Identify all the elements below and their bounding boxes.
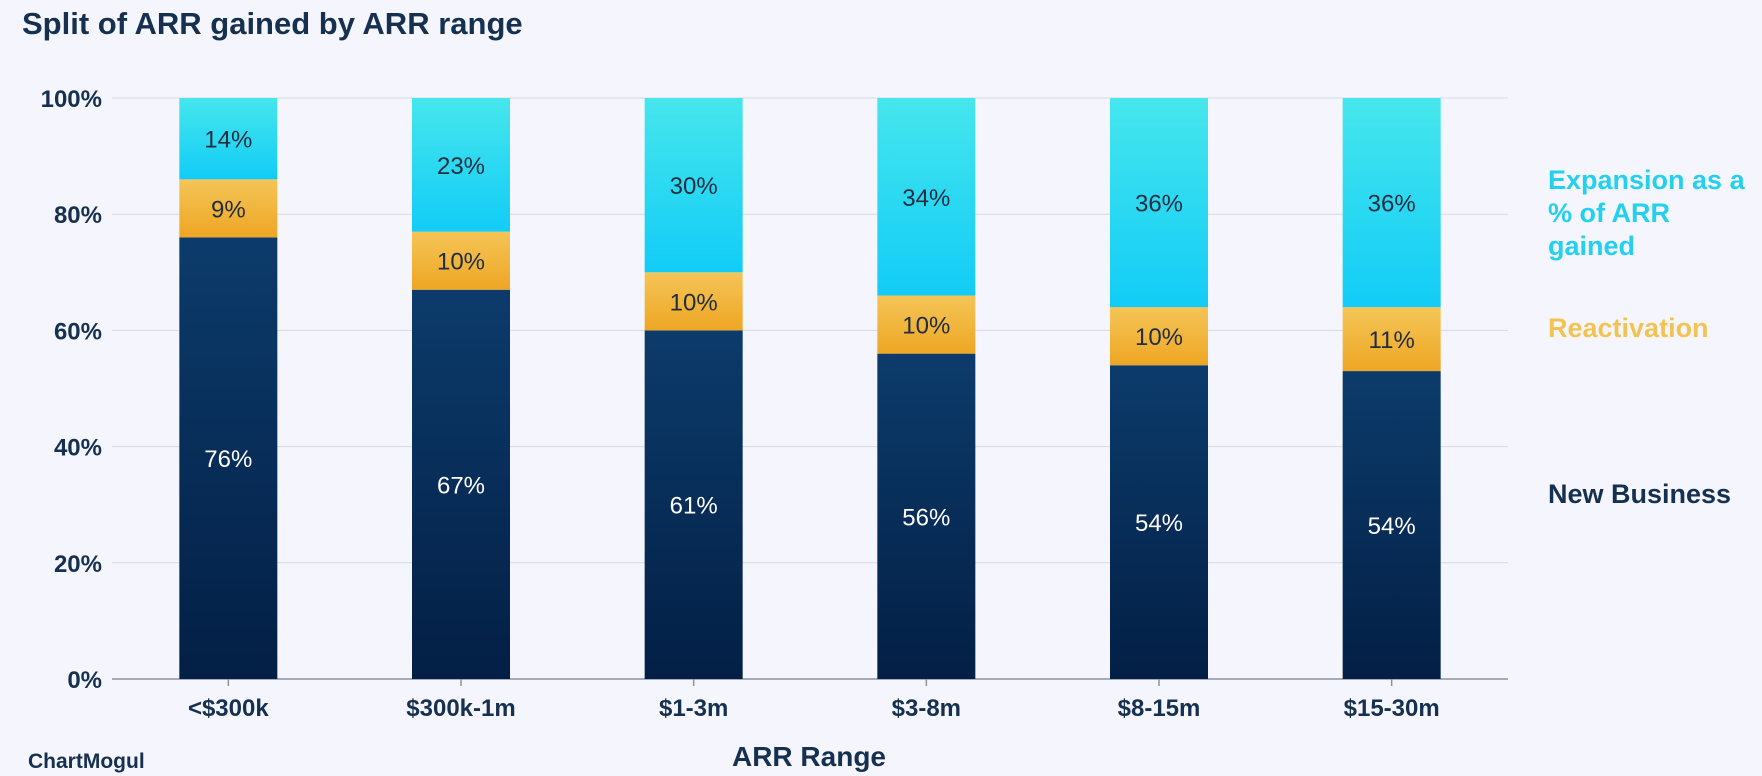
bar-segment-new-business [412,289,510,679]
legend-new-business: New Business [1548,479,1732,509]
x-tick-label: $1-3m [659,695,728,722]
bar-segment-reactivation [1110,307,1208,366]
chart-title: Split of ARR gained by ARR range [22,6,523,41]
x-tick-label: $8-15m [1118,695,1201,722]
data-label: 67% [437,472,485,499]
bar-segment-new-business [1110,365,1208,679]
data-label: 23% [437,153,485,180]
y-axis: 0% 20% 40% 60% 80% 100% [41,86,102,694]
x-tick-label: $3-8m [892,695,961,722]
y-tick-label: 80% [54,202,102,229]
bar-segment-new-business [179,237,278,679]
x-axis: <$300k $300k-1m $1-3m $3-8m $8-15m $15-30m [188,679,1440,722]
bar-segment-reactivation [179,179,278,238]
data-label: 11% [1369,327,1415,354]
data-label: 54% [1368,513,1416,540]
y-tick-label: 20% [54,551,102,578]
data-label: 10% [670,289,718,316]
data-label: 10% [437,249,485,276]
bar-segment-expansion [1110,98,1208,308]
legend-expansion: Expansion as a % of ARR gained [1548,165,1745,261]
bar-segment-new-business [877,353,976,679]
y-tick-label: 100% [41,86,102,113]
data-label: 34% [902,185,950,212]
bar-segment-expansion [877,98,976,296]
bars: 76% 9% 14% 67% 10% 23% 61% 10% 30% 56% 10% 34% 54% 10… [179,98,1441,679]
data-label: 61% [670,493,718,520]
data-label: 9% [211,196,246,223]
bar-segment-expansion [179,98,278,180]
bar-segment-new-business [1342,371,1441,679]
bar-segment-expansion [644,98,743,273]
data-label: 36% [1135,191,1183,218]
bar-segment-reactivation [412,231,510,290]
bar-segment-new-business [644,330,743,679]
data-label: 76% [204,446,252,473]
legend-reactivation: Reactivation [1548,313,1709,343]
data-label: 56% [902,504,950,531]
x-tick-label: $15-30m [1344,695,1440,722]
bar-segment-reactivation [644,272,743,331]
data-label: 54% [1135,510,1183,537]
bar-segment-reactivation [877,295,976,354]
data-label: 30% [670,173,718,200]
x-axis-label: ARR Range [732,741,886,772]
y-tick-label: 60% [54,318,102,345]
data-label: 10% [902,313,950,340]
data-label: 14% [204,127,252,154]
y-tick-label: 0% [67,667,102,694]
data-label: 10% [1135,324,1183,351]
data-label: 36% [1368,191,1416,218]
y-tick-label: 40% [54,435,102,462]
x-tick-label: $300k-1m [406,695,515,722]
bar-segment-expansion [412,98,510,232]
bar-segment-expansion [1342,98,1441,308]
bar-segment-reactivation [1342,307,1441,372]
gridlines [112,97,1508,680]
brand-logo: ChartMogul [28,750,145,773]
x-tick-label: <$300k [188,695,269,722]
